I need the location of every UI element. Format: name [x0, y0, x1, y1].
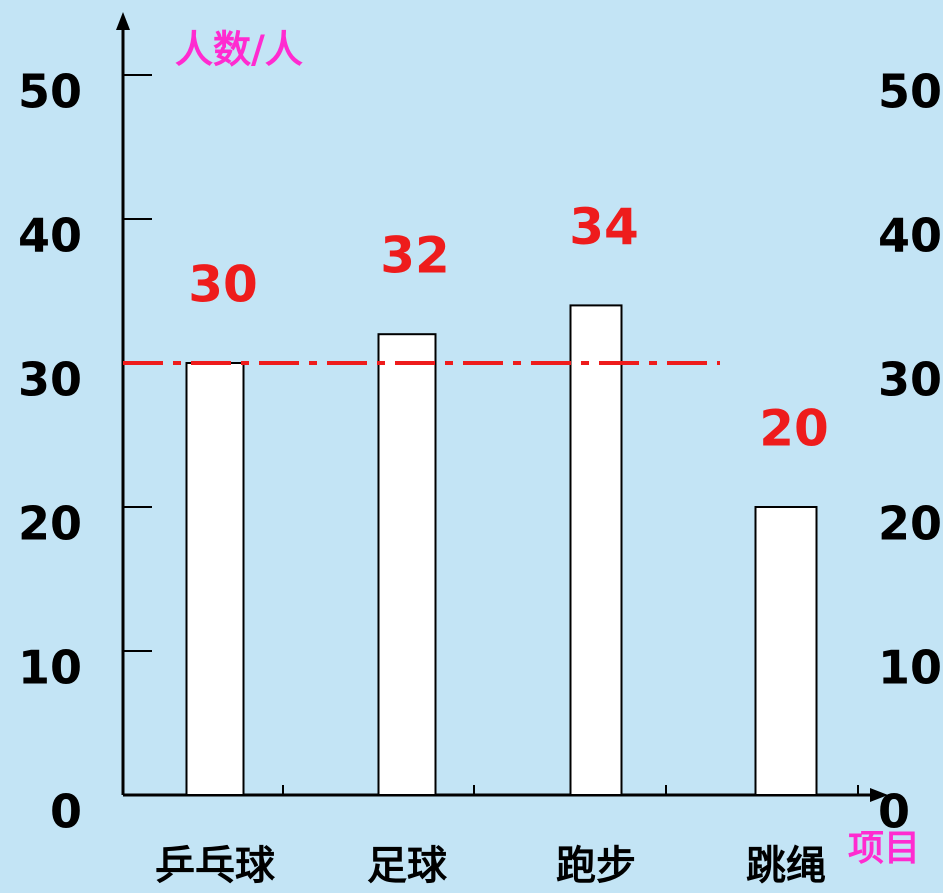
y-tick-label: 20 [18, 497, 82, 551]
y-tick-label-right: 30 [878, 353, 942, 407]
y-tick-label: 10 [18, 641, 82, 695]
y-axis-label: 人数/人 [175, 28, 303, 72]
x-tick-label: 乒乓球 [155, 843, 276, 889]
y-tick-label: 40 [18, 209, 82, 263]
x-arrow [870, 788, 888, 802]
bar [377, 333, 437, 796]
x-axis-label: 项目 [848, 828, 920, 869]
y-tick-label-right: 50 [878, 65, 942, 119]
x-tick-label: 足球 [367, 843, 448, 889]
x-tick-label: 跳绳 [746, 843, 826, 889]
bar [569, 304, 623, 796]
y-tick-label: 30 [18, 353, 82, 407]
value-label: 34 [569, 198, 639, 256]
x-tick-label: 跑步 [556, 843, 636, 889]
bar [754, 506, 818, 796]
y-tick-label-right: 20 [878, 497, 942, 551]
bar [185, 362, 245, 796]
y-arrow [116, 12, 130, 30]
y-tick-label-right: 10 [878, 641, 942, 695]
y-tick-label-right: 0 [878, 785, 910, 839]
y-tick-label-right: 40 [878, 209, 942, 263]
value-label: 20 [759, 400, 829, 458]
y-tick-label: 0 [50, 785, 82, 839]
value-label: 30 [188, 256, 258, 314]
y-tick-label: 50 [18, 65, 82, 119]
value-label: 32 [380, 227, 450, 285]
